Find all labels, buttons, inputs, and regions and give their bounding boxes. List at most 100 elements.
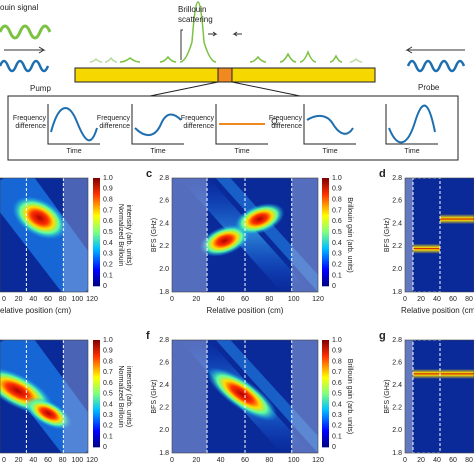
plot-axes xyxy=(215,104,268,145)
panel-letter: f xyxy=(146,330,150,342)
plot-axes xyxy=(47,104,100,145)
y-tick-label: 2.6 xyxy=(392,198,402,205)
colorbar xyxy=(93,340,100,448)
trace xyxy=(413,243,440,254)
y-tick-label: 1.8 xyxy=(159,450,169,457)
x-axis-label: Relative position (cm) xyxy=(401,306,474,315)
x-tick-label: 0 xyxy=(2,296,6,303)
x-tick-label: 40 xyxy=(217,296,225,303)
colorbar-tick-label: 0.4 xyxy=(332,240,342,247)
x-tick-label: 100 xyxy=(71,296,83,303)
colorbar-tick-label: 0.9 xyxy=(332,348,342,355)
heatmap xyxy=(405,340,474,453)
plot-y-label: difference xyxy=(15,123,46,130)
spectrum xyxy=(119,1,343,63)
colorbar-tick-label: 0.7 xyxy=(332,369,342,376)
y-tick-label: 2.8 xyxy=(159,175,169,182)
colorbar xyxy=(93,178,100,287)
colorbar-tick-label: 0.7 xyxy=(103,207,113,214)
plot-curve xyxy=(50,107,98,142)
y-tick-label: 2.2 xyxy=(159,243,169,250)
plot-curve-group xyxy=(306,114,354,135)
x-tick-label: 40 xyxy=(217,457,225,464)
plot-frame xyxy=(404,177,474,293)
x-tick-label: 120 xyxy=(312,296,324,303)
y-axis-label: BFS (GHz) xyxy=(151,379,158,413)
colorbar-tick-label: 0.8 xyxy=(332,358,342,365)
y-tick-label: 2.4 xyxy=(159,382,169,389)
heatmap-bg xyxy=(405,178,474,292)
dashed-box xyxy=(412,178,441,292)
colorbar-tick-label: 0.9 xyxy=(103,348,113,355)
y-tick-label: 2.2 xyxy=(392,405,402,412)
plot-curve xyxy=(134,113,182,136)
x-tick-label: 20 xyxy=(192,457,200,464)
colorbar-tick-label: 1.0 xyxy=(332,337,342,344)
x-tick-label: 0 xyxy=(403,457,407,464)
colorbar-tick-label: 0.4 xyxy=(103,240,113,247)
x-tick-label: 40 xyxy=(29,296,37,303)
plot-y-label: difference xyxy=(99,123,130,130)
signal-wave xyxy=(0,24,52,40)
x-tick-label: 20 xyxy=(417,457,425,464)
plot-frame xyxy=(171,177,319,293)
x-tick-label: 100 xyxy=(288,457,300,464)
colorbar xyxy=(322,340,329,448)
y-tick-label: 2.0 xyxy=(392,266,402,273)
plot-y-label: difference xyxy=(271,123,302,130)
colorbar-tick-label: 0 xyxy=(332,444,336,451)
x-tick-label: 120 xyxy=(86,296,98,303)
plot-x-label: Time xyxy=(322,148,337,155)
y-tick-label: 2.8 xyxy=(392,175,402,182)
colorbar-tick-label: 0.2 xyxy=(332,423,342,430)
probe-arrow xyxy=(405,46,465,54)
plot-x-label: Time xyxy=(66,148,81,155)
x-tick-label: 60 xyxy=(44,296,52,303)
y-tick-label: 2.8 xyxy=(159,337,169,344)
panel-letter: g xyxy=(379,330,386,342)
colorbar-tick-label: 0.6 xyxy=(103,380,113,387)
y-tick-label: 1.8 xyxy=(159,289,169,296)
pump-arrow xyxy=(4,46,46,54)
plot-frame xyxy=(404,339,474,454)
trace xyxy=(413,368,474,379)
zoom-lines xyxy=(149,81,301,97)
colorbar-tick-label: 0.2 xyxy=(103,261,113,268)
plot-y-label: difference xyxy=(183,123,214,130)
plot-curve-group xyxy=(134,113,182,136)
colorbar-tick-label: 0.5 xyxy=(332,229,342,236)
spectrum-faint xyxy=(89,56,363,63)
colorbar-tick-label: 0.5 xyxy=(103,229,113,236)
shade xyxy=(172,340,208,453)
plot-frame xyxy=(171,339,319,454)
peak xyxy=(24,397,73,430)
x-tick-label: 80 xyxy=(265,296,273,303)
plots-box xyxy=(7,95,459,161)
shade xyxy=(291,178,318,292)
x-tick-label: 0 xyxy=(2,457,6,464)
plot-x-label: Time xyxy=(150,148,165,155)
y-axis-label: BFS (GHz) xyxy=(384,379,391,413)
colorbar-tick-label: 0 xyxy=(103,283,107,290)
scattering-label: Brillouin xyxy=(178,5,206,14)
plot-axes xyxy=(303,104,356,145)
plot-marker: Ω xyxy=(271,116,278,126)
peak xyxy=(234,203,285,235)
y-tick-label: 2.6 xyxy=(159,198,169,205)
plot-y-label: Frequency xyxy=(97,115,131,122)
colorbar-label: Normalized Brillouin xyxy=(117,365,124,427)
pump-label: Pump xyxy=(30,84,51,93)
plot-axes xyxy=(385,104,438,145)
y-tick-label: 2.4 xyxy=(392,220,402,227)
panel-letter: c xyxy=(146,168,152,180)
plot-curve xyxy=(388,104,436,144)
peak xyxy=(206,367,278,421)
x-tick-label: 60 xyxy=(241,457,249,464)
colorbar-tick-label: 0.3 xyxy=(103,412,113,419)
colorbar-tick-label: 0.4 xyxy=(332,401,342,408)
plot-curve-group xyxy=(388,104,436,144)
plot-x-label: Time xyxy=(234,148,249,155)
colorbar-tick-label: 0.3 xyxy=(103,251,113,258)
schematic: ouin signal Brillouin scattering Pump Pr… xyxy=(0,1,466,161)
plot-x-label: Time xyxy=(404,148,419,155)
